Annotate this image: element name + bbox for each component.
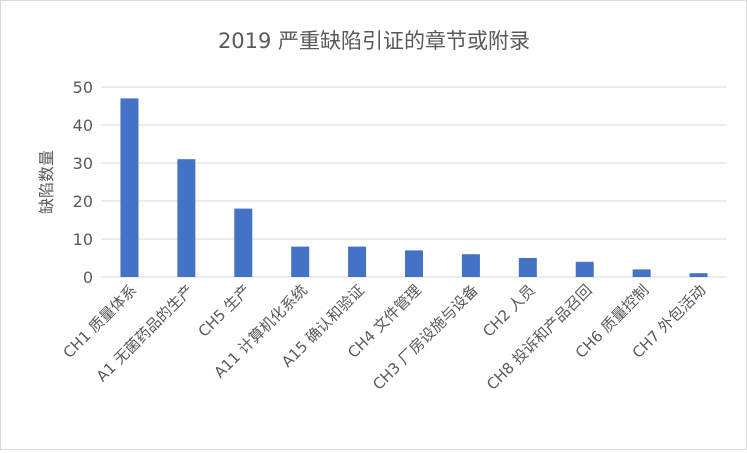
x-tick-label: CH5 生产 (195, 281, 254, 340)
x-tick-label: CH3 厂房设施与设备 (369, 281, 481, 393)
bar (518, 258, 537, 277)
gridlines (101, 86, 727, 278)
bar (689, 273, 708, 277)
y-tick-label: 20 (73, 192, 93, 211)
y-tick-labels: 0 10 20 30 40 50 (73, 78, 93, 287)
bar (405, 250, 423, 277)
bars (120, 98, 708, 278)
y-tick-label: 10 (73, 230, 93, 249)
bar (234, 208, 253, 277)
y-axis-label: 缺陷数量 (37, 150, 56, 214)
y-tick-label: 50 (73, 78, 93, 97)
x-tick-label: A1 无菌药品的生产 (93, 281, 197, 385)
x-tick-label: CH2 人员 (479, 281, 538, 340)
bar (177, 159, 196, 277)
y-tick-label: 0 (83, 268, 93, 287)
chart-title: 2019 严重缺陷引证的章节或附录 (218, 29, 530, 53)
bar (120, 98, 139, 278)
x-tick-label: CH8 投诉和产品召回 (483, 281, 595, 393)
bar (348, 246, 367, 277)
bar (461, 254, 480, 277)
bar (575, 261, 594, 277)
bar (632, 269, 651, 277)
bar (291, 246, 310, 277)
y-tick-label: 40 (73, 116, 93, 135)
y-tick-label: 30 (73, 154, 93, 173)
